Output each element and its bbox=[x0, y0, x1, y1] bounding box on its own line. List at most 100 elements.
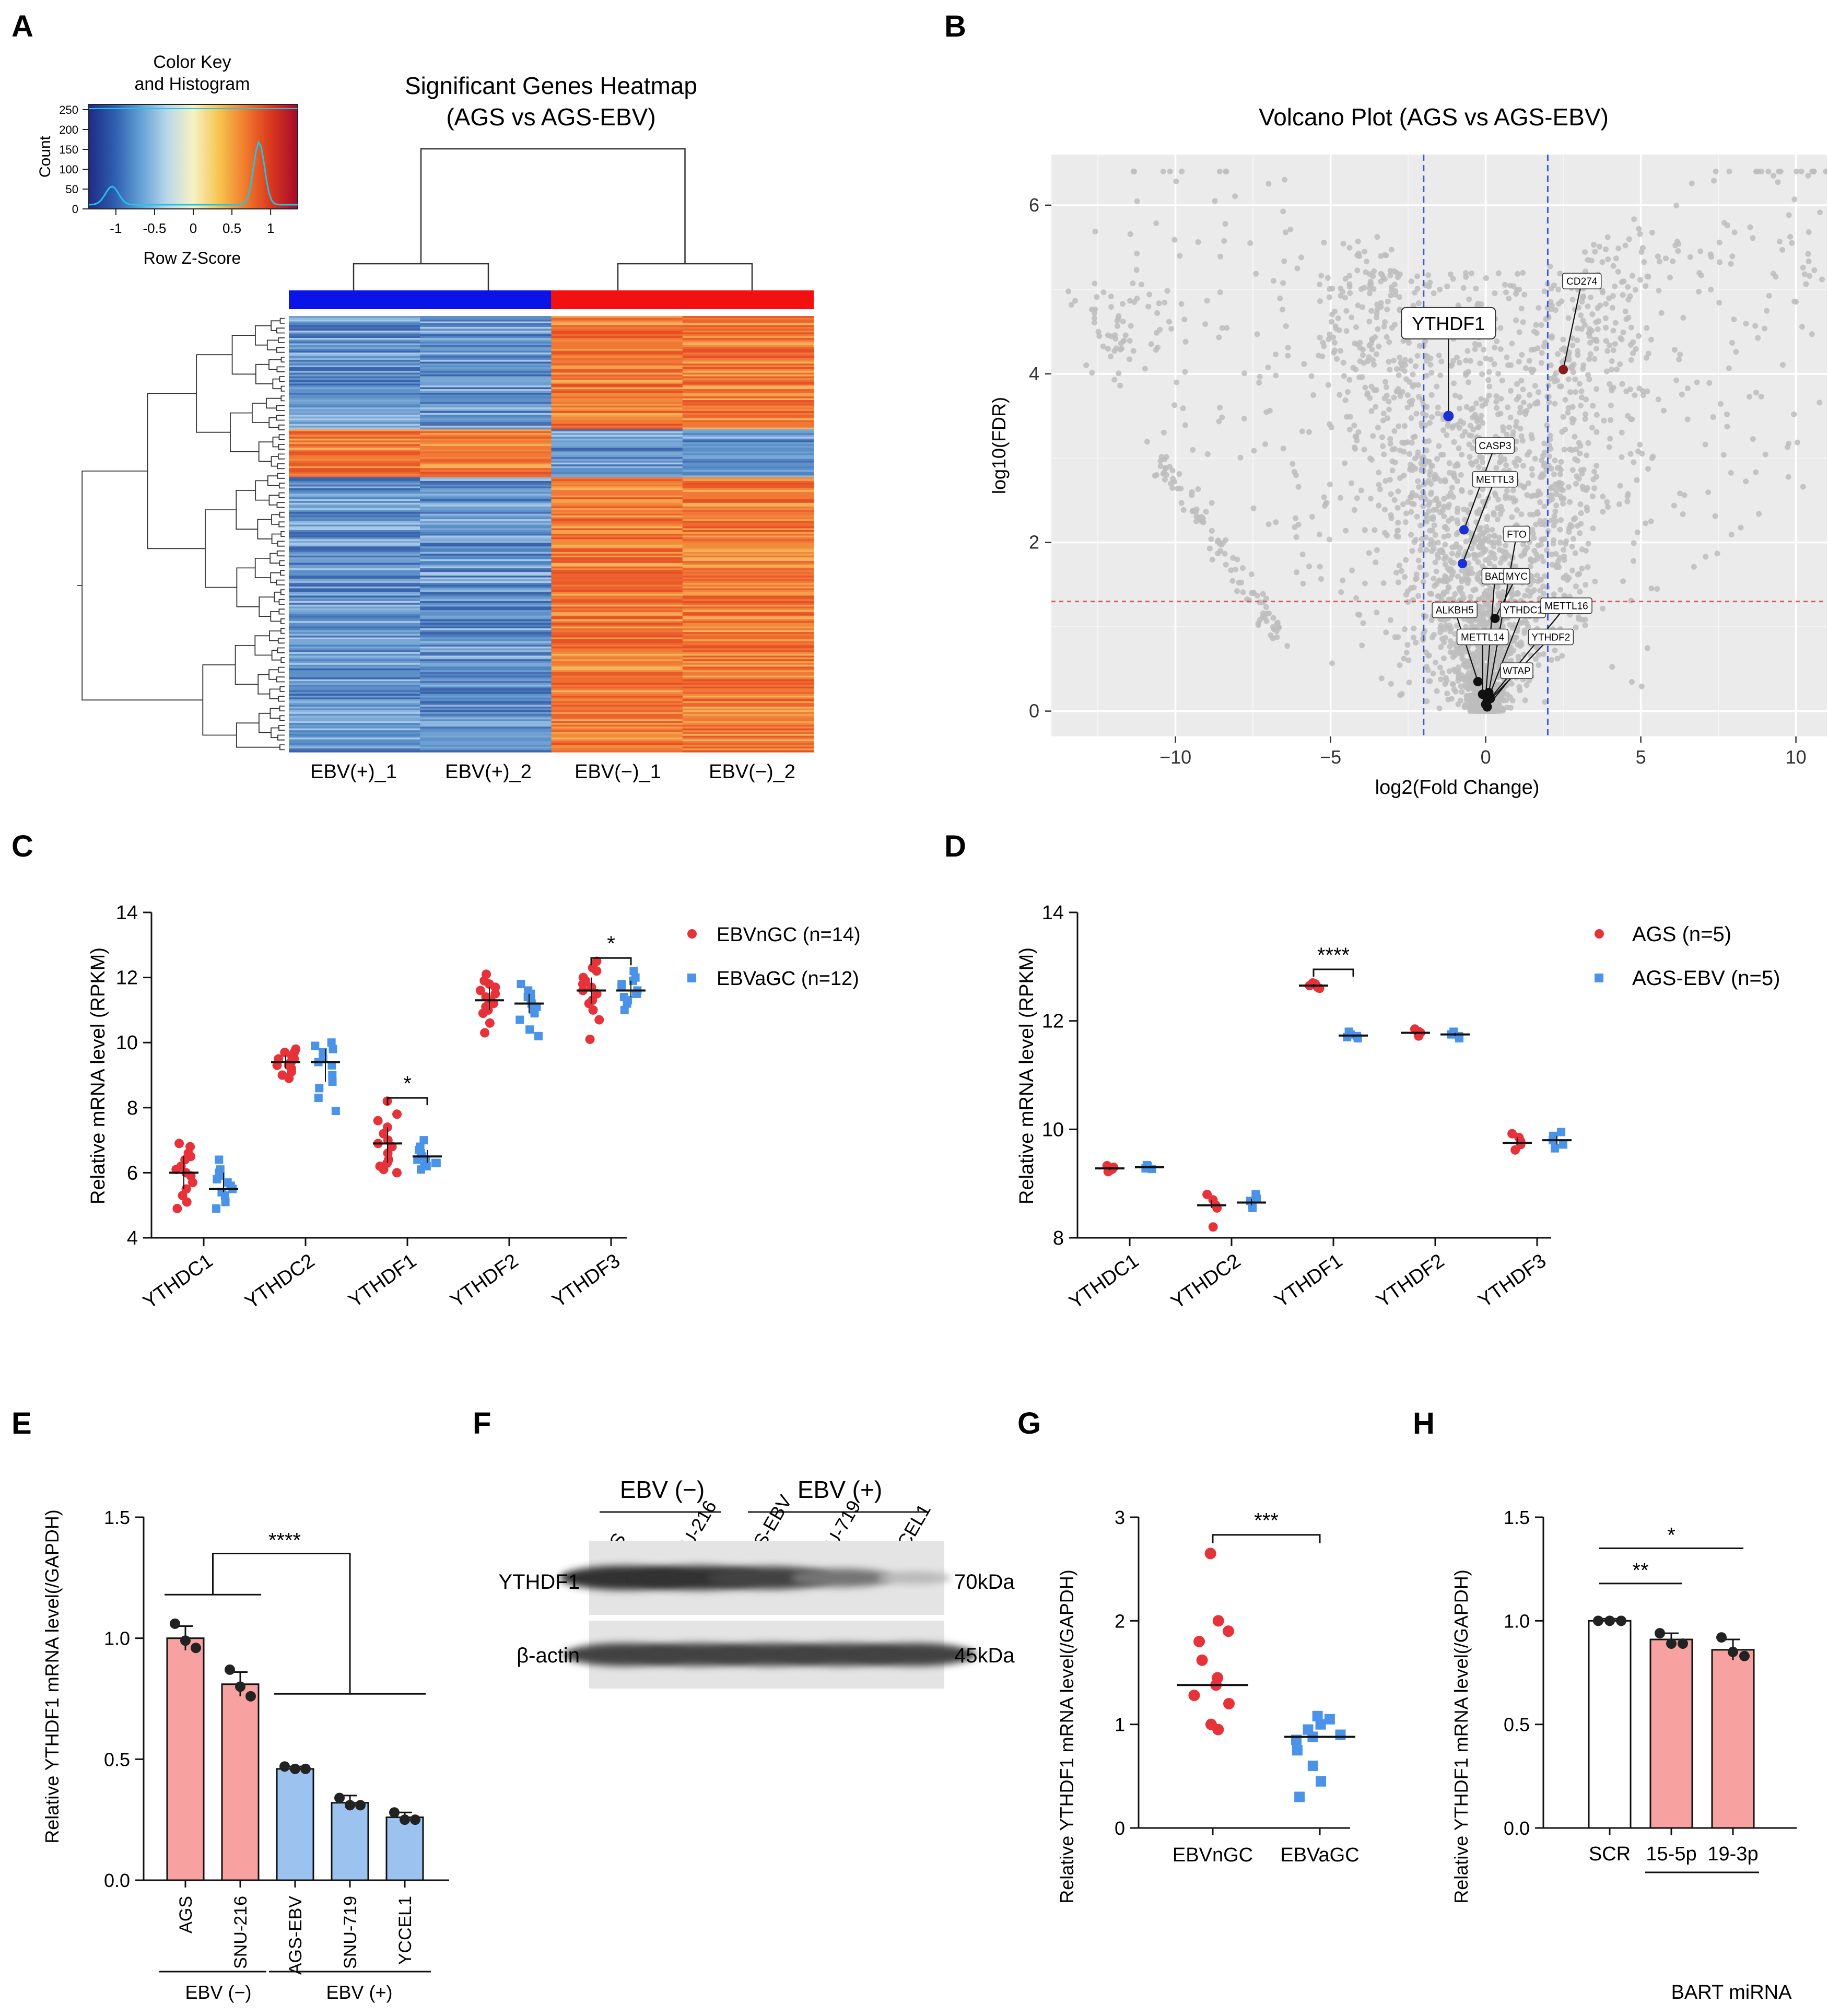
d-ytick-label-2: 12 bbox=[1042, 1011, 1064, 1033]
heatmap-cell bbox=[551, 572, 683, 575]
heatmap-cell bbox=[551, 644, 683, 647]
heatmap-cell bbox=[420, 642, 552, 646]
volcano-point bbox=[1410, 371, 1416, 378]
volcano-point bbox=[1585, 440, 1591, 446]
volcano-point bbox=[1455, 573, 1461, 580]
volcano-point bbox=[1528, 432, 1534, 438]
heatmap-cell bbox=[289, 566, 420, 569]
volcano-point bbox=[1486, 555, 1493, 561]
volcano-point bbox=[1505, 362, 1511, 368]
heatmap-cell bbox=[682, 464, 814, 467]
heatmap-cell bbox=[420, 739, 552, 742]
volcano-point bbox=[1667, 274, 1673, 280]
volcano-point bbox=[1408, 278, 1414, 285]
heatmap-cell bbox=[289, 730, 420, 733]
heatmap-cell bbox=[289, 677, 420, 680]
heatmap-cell bbox=[682, 367, 814, 370]
heatmap-cell bbox=[551, 686, 683, 689]
heatmap-cell bbox=[420, 506, 552, 509]
volcano-point bbox=[1462, 684, 1469, 690]
heatmap-cell bbox=[420, 686, 552, 689]
volcano-point bbox=[1280, 280, 1286, 286]
volcano-point bbox=[1449, 515, 1455, 522]
heatmap-cell bbox=[682, 332, 814, 335]
heatmap-cell bbox=[289, 716, 420, 718]
heatmap-cell bbox=[682, 724, 814, 727]
heatmap-cell bbox=[682, 688, 814, 691]
heatmap-cell bbox=[682, 483, 814, 485]
volcano-point bbox=[1120, 301, 1126, 307]
heatmap-cell bbox=[420, 539, 552, 542]
volcano-point bbox=[1253, 271, 1259, 277]
blot-actin-protein: β-actin bbox=[517, 1644, 580, 1667]
volcano-point bbox=[1756, 511, 1762, 517]
volcano-point bbox=[1470, 587, 1477, 593]
volcano-point bbox=[1510, 495, 1517, 501]
volcano-point bbox=[1388, 292, 1394, 299]
volcano-point bbox=[1559, 653, 1565, 659]
heatmap-cell bbox=[551, 327, 683, 330]
volcano-point bbox=[1203, 509, 1209, 515]
heatmap-cell bbox=[551, 561, 683, 564]
volcano-point bbox=[1434, 456, 1440, 462]
heatmap-cell bbox=[289, 372, 420, 375]
volcano-ylabel: log10(FDR) bbox=[988, 397, 1010, 494]
heatmap-cell bbox=[289, 349, 420, 351]
volcano-point bbox=[1447, 470, 1453, 476]
volcano-point bbox=[1479, 663, 1485, 669]
volcano-point bbox=[1221, 238, 1227, 244]
heatmap-cell bbox=[682, 652, 814, 654]
gene-label-wtap: WTAP bbox=[1503, 666, 1530, 677]
c-point bbox=[594, 1015, 604, 1025]
volcano-point bbox=[1471, 540, 1477, 546]
heatmap-cell bbox=[420, 455, 552, 458]
volcano-point bbox=[1524, 545, 1530, 550]
volcano-point bbox=[1649, 229, 1655, 236]
volcano-point bbox=[1771, 172, 1776, 179]
volcano-point bbox=[1440, 452, 1446, 458]
heatmap-cell bbox=[551, 532, 683, 534]
volcano-point bbox=[1407, 398, 1413, 405]
volcano-point bbox=[1349, 314, 1355, 321]
heatmap-cell bbox=[682, 604, 814, 607]
heatmap-cell bbox=[682, 499, 814, 501]
gene-leader-ythdc1 bbox=[1486, 610, 1524, 701]
volcano-point bbox=[1217, 404, 1223, 411]
heatmap-cell bbox=[420, 735, 552, 738]
heatmap-cell bbox=[420, 437, 552, 439]
volcano-point bbox=[1539, 457, 1544, 463]
heatmap-cell bbox=[551, 597, 683, 600]
volcano-point bbox=[1337, 495, 1343, 501]
e-point bbox=[191, 1643, 201, 1654]
heatmap-cell bbox=[551, 483, 683, 485]
heatmap-cell bbox=[682, 449, 814, 452]
volcano-point bbox=[1540, 558, 1546, 565]
c-xtick-label-0: YTHDC1 bbox=[139, 1250, 217, 1314]
heatmap-cell bbox=[551, 652, 683, 654]
h-ylabel: Relative YTHDF1 mRNA level(/GAPDH) bbox=[1450, 1569, 1472, 1903]
heatmap-cell bbox=[420, 376, 552, 379]
volcano-point bbox=[1599, 287, 1606, 294]
volcano-point bbox=[1423, 458, 1429, 464]
volcano-point bbox=[1182, 369, 1188, 375]
volcano-point bbox=[1455, 506, 1461, 512]
heatmap-cell bbox=[682, 316, 814, 319]
volcano-point bbox=[1457, 394, 1463, 400]
volcano-point bbox=[1368, 408, 1375, 414]
volcano-point bbox=[1515, 271, 1520, 277]
volcano-point bbox=[1509, 341, 1515, 347]
volcano-point bbox=[1368, 496, 1374, 502]
g-sig-label: *** bbox=[1254, 1509, 1279, 1532]
heatmap-cell bbox=[289, 448, 420, 450]
volcano-point bbox=[1575, 348, 1581, 354]
volcano-point bbox=[1572, 376, 1578, 382]
c-point bbox=[215, 1168, 224, 1177]
volcano-point bbox=[1517, 642, 1524, 648]
volcano-point bbox=[1321, 494, 1327, 500]
heatmap-cell bbox=[682, 446, 814, 449]
volcano-point bbox=[1387, 436, 1393, 442]
volcano-point bbox=[1100, 343, 1106, 349]
panel-a-heatmap: Color Key and Histogram Count -1 -0.5 0 0.5… bbox=[37, 52, 814, 783]
volcano-point bbox=[1497, 560, 1504, 566]
